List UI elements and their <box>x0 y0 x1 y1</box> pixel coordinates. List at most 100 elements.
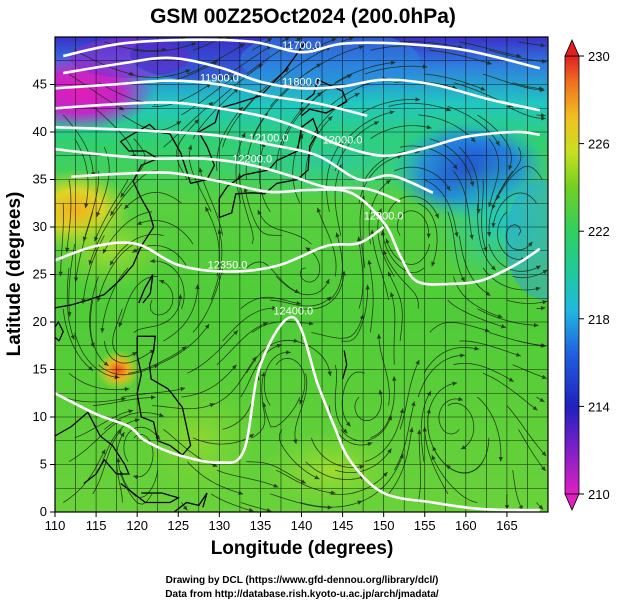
coastline <box>218 117 319 219</box>
streamline-arrow <box>299 133 304 139</box>
streamline <box>497 211 527 261</box>
streamline-arrow <box>485 291 491 296</box>
warm-core <box>96 350 140 390</box>
streamline <box>133 42 197 53</box>
streamline-arrow <box>385 238 390 244</box>
streamline-arrow <box>233 330 239 336</box>
plot-area: 11700.0 11800.0 11900.0 12000.0 12100.0 12200… <box>55 37 548 512</box>
streamline-arrow <box>262 402 267 408</box>
streamline-arrow <box>415 359 420 365</box>
streamline <box>340 415 392 442</box>
y-tick-label: 20 <box>33 314 47 329</box>
streamline-arrow <box>541 374 547 379</box>
streamline <box>210 229 223 301</box>
colorbar-top-arrow <box>564 39 580 57</box>
streamline <box>240 502 272 512</box>
streamline-arrow <box>120 432 125 438</box>
streamline-arrow <box>178 294 183 299</box>
coastline <box>55 320 64 342</box>
streamline <box>118 276 158 328</box>
streamline-arrow <box>532 405 538 411</box>
x-tick-label: 115 <box>86 518 107 533</box>
streamline-arrow <box>257 209 262 215</box>
streamline-arrow <box>103 361 109 366</box>
streamline-arrow <box>300 479 306 484</box>
streamline-arrow <box>128 409 134 414</box>
streamline <box>181 364 237 398</box>
streamline <box>305 45 364 75</box>
streamline <box>68 244 76 317</box>
streamline-arrow <box>109 260 115 266</box>
streamline <box>393 401 415 471</box>
streamline-arrow <box>114 374 120 380</box>
streamline <box>210 493 254 512</box>
streamline <box>512 470 523 511</box>
streamline <box>311 92 360 139</box>
streamline-arrow <box>498 457 504 462</box>
streamline <box>98 419 140 471</box>
streamline-arrow <box>491 204 496 210</box>
streamline <box>235 132 246 204</box>
y-tick-label: 45 <box>33 77 47 92</box>
streamline <box>112 308 138 358</box>
y-tick-label: 25 <box>33 267 47 282</box>
streamline <box>358 236 364 309</box>
streamline-arrow <box>100 328 105 333</box>
streamline-arrow <box>434 213 439 219</box>
streamline-arrow <box>388 271 392 277</box>
x-axis-label: Longitude (degrees) <box>211 538 394 559</box>
streamline-arrow <box>65 247 70 253</box>
streamline <box>326 142 342 212</box>
streamline <box>368 259 374 333</box>
streamline-arrow <box>96 211 101 217</box>
streamline <box>383 250 419 309</box>
streamline-arrow <box>469 234 474 240</box>
streamline <box>334 364 348 434</box>
streamline <box>187 330 239 374</box>
streamline-arrow <box>325 279 330 285</box>
streamline <box>151 403 215 410</box>
height-contours: 11700.0 11800.0 11900.0 12000.0 12100.0 12200… <box>55 38 541 512</box>
streamline-arrow <box>474 346 480 351</box>
streamline-arrow <box>58 271 63 277</box>
streamline <box>423 73 486 91</box>
streamline-arrow <box>118 322 123 328</box>
streamline <box>66 179 72 253</box>
streamline-arrow <box>349 37 354 41</box>
streamline <box>447 402 475 450</box>
streamline <box>75 211 94 283</box>
streamline <box>123 191 182 210</box>
streamline-arrow <box>387 448 392 454</box>
streamline-arrow <box>527 241 533 247</box>
streamline-arrow <box>176 121 182 126</box>
streamline <box>216 322 269 366</box>
streamline <box>240 296 302 310</box>
colorbar-tick-label: 226 <box>588 137 610 152</box>
streamline-arrow <box>415 97 421 102</box>
streamline-arrow <box>212 61 218 66</box>
streamline-arrow <box>426 124 432 130</box>
streamline-arrow <box>273 483 279 488</box>
streamline <box>122 387 186 398</box>
streamline <box>429 49 492 65</box>
streamline-arrow <box>180 387 186 392</box>
streamline <box>429 138 474 187</box>
streamline <box>216 469 279 488</box>
streamline <box>481 179 488 252</box>
streamline <box>385 238 431 266</box>
streamline <box>371 229 389 301</box>
streamline-arrow <box>432 446 437 452</box>
streamline <box>246 37 302 75</box>
streamline-arrow <box>516 53 522 58</box>
streamline <box>251 84 295 139</box>
streamline-arrow <box>191 42 197 47</box>
streamline-arrow <box>331 38 337 43</box>
streamline <box>453 363 514 382</box>
streamline <box>128 346 187 374</box>
streamline-arrow <box>356 236 362 242</box>
streamline <box>92 429 123 495</box>
coastline <box>120 482 180 504</box>
streamline <box>429 321 490 333</box>
streamline-arrow <box>508 165 513 170</box>
streamline-arrow <box>541 116 546 121</box>
